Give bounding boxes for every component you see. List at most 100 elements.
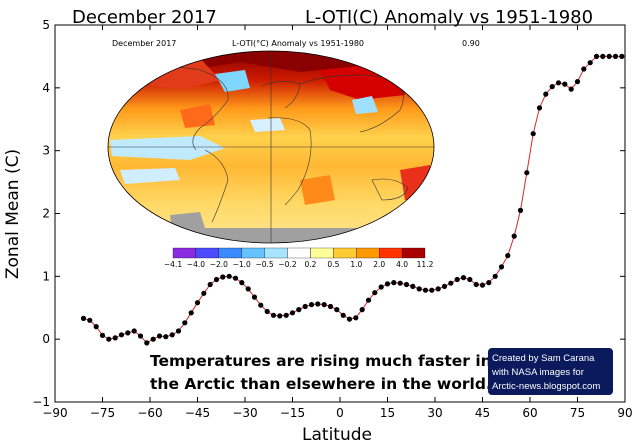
x-tick-label: 75 (570, 406, 585, 420)
data-point (403, 281, 410, 288)
x-tick-label: −45 (185, 406, 210, 420)
data-point (511, 233, 517, 239)
colorbar-label: 0.2 (305, 260, 317, 269)
data-point (574, 79, 581, 85)
x-tick-label: −15 (280, 406, 305, 420)
y-tick-label: 3 (42, 144, 50, 158)
credit-line-2: with NASA images for (491, 367, 584, 378)
data-point (144, 340, 150, 346)
data-point (258, 302, 264, 308)
data-point (391, 280, 397, 286)
data-point (555, 80, 562, 86)
map-title-left: December 2017 (112, 39, 176, 48)
data-point (460, 275, 467, 281)
data-point (182, 320, 188, 326)
data-point (448, 280, 454, 286)
x-tick-label: 60 (522, 406, 537, 420)
data-point (93, 324, 99, 330)
data-point (505, 253, 511, 259)
data-point (410, 283, 416, 289)
data-point (587, 60, 593, 66)
data-point (486, 280, 492, 286)
data-point (353, 315, 359, 321)
data-point (593, 53, 600, 60)
data-point (378, 284, 384, 290)
data-point (422, 287, 429, 293)
data-point (536, 105, 543, 111)
colorbar-swatch (195, 247, 219, 259)
data-point (612, 53, 619, 60)
data-point (473, 281, 479, 288)
data-point (327, 303, 334, 310)
annotation-line-1: Temperatures are rising much faster in (150, 352, 492, 370)
data-point (397, 280, 403, 286)
credit-line-3: Arctic-news.blogspot.com (492, 381, 600, 392)
data-point (334, 307, 340, 313)
data-point (169, 332, 175, 338)
colorbar-label: 4.0 (396, 260, 408, 269)
annotation-line-2: the Arctic than elsewhere in the world. (150, 375, 492, 393)
data-point (416, 286, 422, 292)
data-point (245, 286, 251, 292)
data-point (562, 81, 568, 87)
x-tick-label: 45 (475, 406, 490, 420)
colorbar-label: 2.0 (373, 260, 385, 269)
x-tick-label: 30 (427, 406, 442, 420)
data-point (308, 302, 315, 308)
colorbar-label: −1.0 (233, 260, 251, 269)
x-axis-label: Latitude (302, 425, 372, 445)
colorbar-swatch (172, 247, 197, 259)
data-point (372, 290, 378, 296)
data-point (188, 310, 194, 316)
data-point (270, 312, 277, 318)
colorbar-label: 0.5 (327, 260, 339, 269)
data-point (321, 302, 327, 308)
data-point (194, 300, 201, 306)
colorbar-swatch (310, 247, 334, 259)
data-point (251, 294, 258, 300)
colorbar-swatch (379, 247, 403, 259)
world-map (108, 51, 434, 243)
x-tick-label: −90 (42, 406, 67, 420)
y-tick-label: 0 (42, 332, 50, 346)
colorbar-label: −2.0 (210, 260, 228, 269)
x-tick-label: −30 (232, 406, 257, 420)
data-point (296, 307, 302, 313)
data-point (467, 276, 473, 283)
x-tick-label: 15 (380, 406, 395, 420)
plot-frame (54, 24, 626, 403)
colorbar-label: −0.2 (278, 260, 296, 269)
data-point (226, 273, 232, 279)
data-point (549, 84, 555, 90)
data-point (175, 328, 182, 334)
data-point (600, 53, 606, 60)
data-point (441, 283, 448, 289)
data-point (492, 273, 498, 279)
data-point (80, 315, 87, 321)
x-tick-label: 90 (617, 406, 632, 420)
colorbar-swatch (218, 247, 242, 259)
data-point (118, 332, 125, 338)
data-point (315, 301, 321, 307)
colorbar-swatch (333, 247, 357, 259)
data-point (359, 307, 365, 313)
data-point (530, 131, 536, 137)
colorbar-swatch (356, 247, 380, 259)
colorbar-swatch (264, 247, 288, 259)
y-tick-label: 1 (42, 269, 50, 283)
data-point (125, 330, 131, 336)
y-tick-label: −1 (32, 395, 50, 409)
x-tick-label: −75 (90, 406, 115, 420)
data-point (479, 282, 486, 288)
data-point (454, 276, 460, 283)
colorbar-swatch (241, 247, 265, 259)
map-border (107, 50, 435, 244)
data-point (517, 207, 524, 213)
y-axis-label: Zonal Mean (C) (3, 149, 23, 279)
data-point (264, 308, 270, 315)
data-point (283, 312, 289, 318)
data-point (239, 280, 245, 286)
credit-box: Created by Sam Carana with NASA images f… (488, 348, 613, 395)
data-point (606, 53, 612, 60)
